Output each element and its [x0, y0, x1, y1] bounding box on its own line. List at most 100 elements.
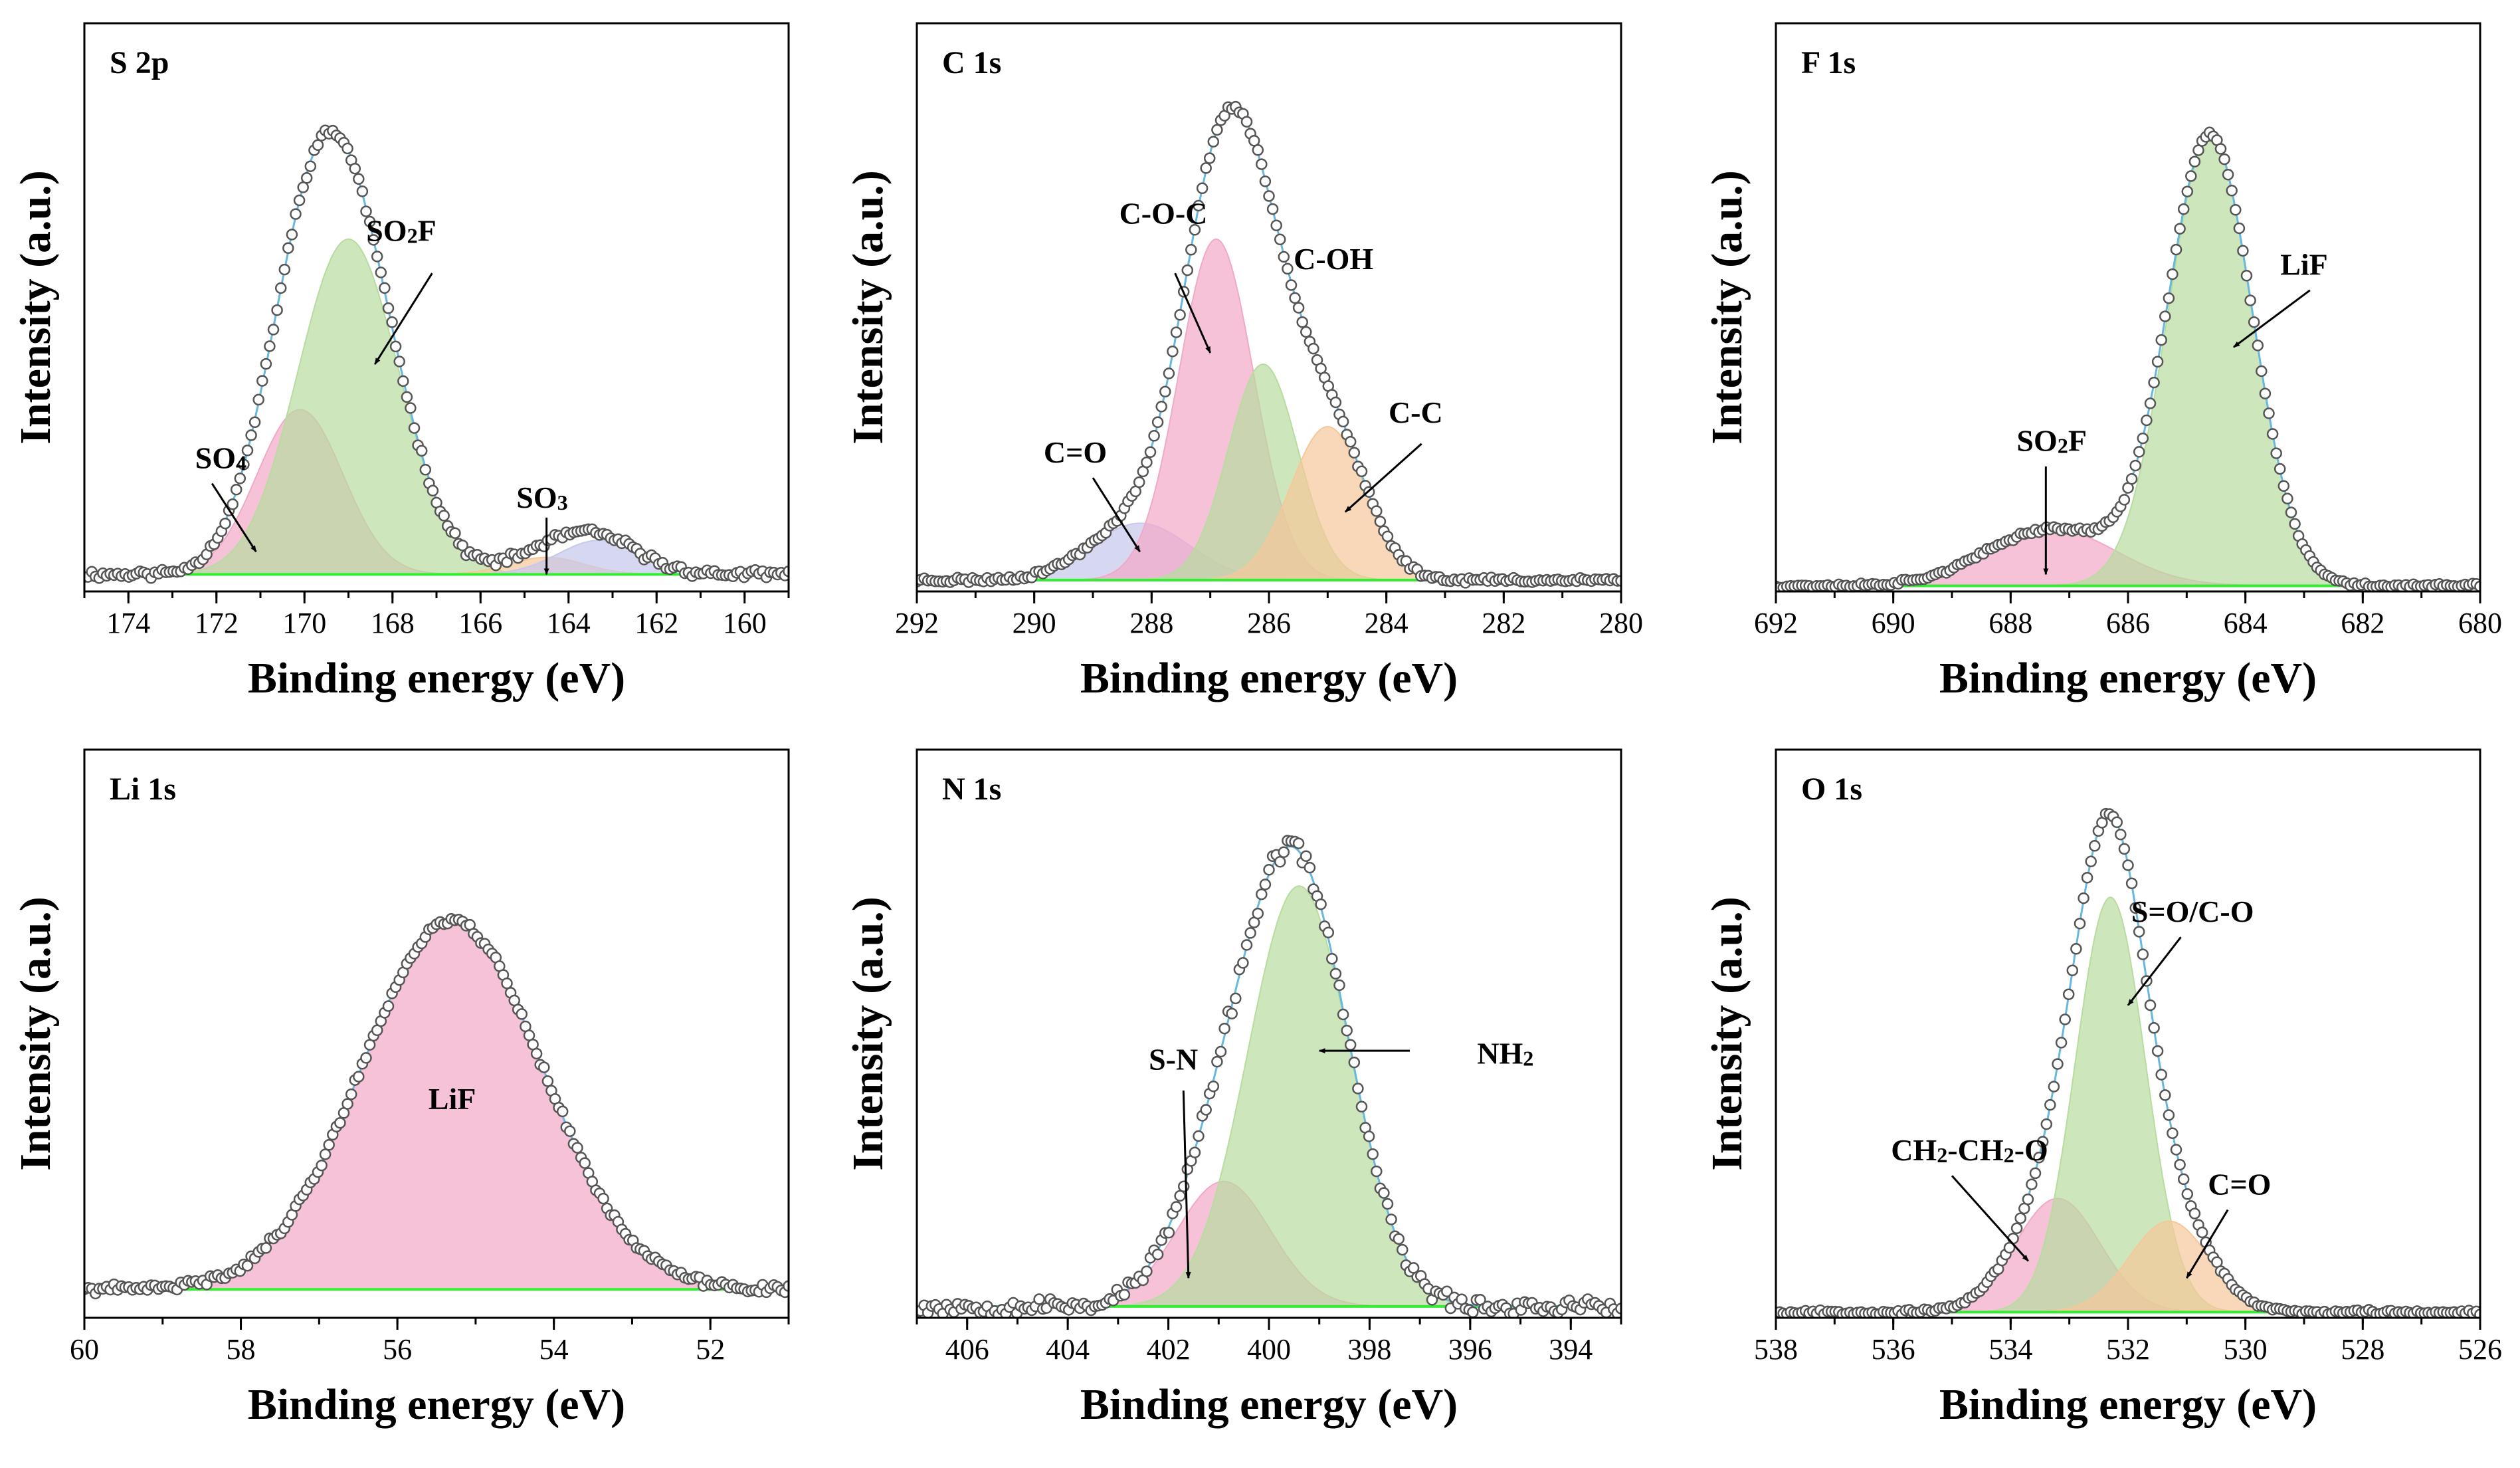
data-point [1355, 1101, 1368, 1113]
peak-label-f1s-1: LiF [2280, 247, 2328, 281]
data-point [2281, 492, 2293, 505]
data-point [1174, 309, 1186, 321]
peak-s2p-1 [84, 238, 789, 576]
panel-s2p: 174 172 170 168 166 164 162 160 S 2p Binding ener… [11, 22, 790, 702]
data-point [241, 445, 254, 457]
peak-label-s2p-0: SO4 [195, 441, 246, 475]
panel-title: C 1s [942, 45, 1001, 80]
x-tick-label: 168 [371, 607, 415, 639]
data-point [783, 565, 789, 577]
y-axis-label: Intensity (a.u.) [1703, 170, 1751, 445]
data-point [1337, 1008, 1349, 1021]
x-tick-label: 282 [1482, 607, 1525, 639]
data-point [2177, 1173, 2190, 1186]
y-axis-label: Intensity (a.u.) [844, 896, 892, 1171]
panel-n1s: 406 404 402 400 398 396 394 N 1s Binding energy … [844, 748, 1622, 1429]
data-point [1326, 952, 1338, 965]
x-tick-label: 284 [1365, 607, 1408, 639]
data-point [2081, 871, 2093, 884]
data-point [353, 173, 365, 185]
data-point [2259, 387, 2272, 399]
data-point [219, 517, 231, 530]
x-tick-label: 292 [895, 607, 939, 639]
data-point [1381, 530, 1394, 542]
data-point [2233, 222, 2246, 235]
raw-data-o1s [1776, 807, 2480, 1318]
data-point [1441, 1285, 1453, 1298]
x-tick-label: 526 [2458, 1333, 2502, 1366]
data-point [1371, 505, 1383, 517]
data-point [2196, 1226, 2208, 1239]
data-point [1214, 1045, 1227, 1058]
data-point [2052, 1058, 2064, 1070]
data-point [227, 498, 239, 510]
data-point [1397, 1243, 1408, 1256]
data-point [2218, 153, 2230, 165]
y-axis-label: Intensity (a.u.) [11, 896, 60, 1171]
data-point [2059, 1013, 2071, 1025]
data-point [252, 393, 264, 406]
data-point [278, 263, 291, 276]
data-point [2118, 494, 2131, 506]
data-point [2048, 1081, 2060, 1093]
data-point [1337, 415, 1349, 428]
data-point [2014, 1212, 2026, 1224]
data-point [579, 1157, 591, 1169]
data-point [2078, 892, 2089, 904]
x-tick-label: 682 [2341, 607, 2384, 639]
data-point [1300, 850, 1312, 862]
data-point [2044, 1099, 2056, 1111]
data-point [1159, 385, 1171, 398]
peak-label-o1s-2: C=O [2208, 1167, 2271, 1201]
x-axis-label: Binding energy (eV) [1939, 1380, 2317, 1429]
data-point [267, 324, 280, 336]
raw-data-s2p [84, 124, 789, 584]
data-point [2155, 334, 2167, 346]
data-point [1211, 1055, 1223, 1068]
panel-li1s: 60 58 56 54 52 Li 1s Binding energy (eV) Intens… [11, 748, 790, 1429]
data-point [2007, 1232, 2019, 1245]
data-point [2129, 459, 2141, 472]
y-axis-label: Intensity (a.u.) [844, 170, 892, 445]
panel-title: Li 1s [110, 772, 176, 807]
data-point [1193, 199, 1205, 212]
data-point [2055, 1037, 2068, 1049]
x-tick-label: 174 [106, 607, 150, 639]
data-point [2029, 1167, 2042, 1180]
data-point [341, 142, 353, 155]
data-point [1211, 124, 1223, 136]
x-tick-label: 280 [1599, 607, 1643, 639]
data-point [286, 229, 298, 241]
data-point [783, 1280, 789, 1292]
panel-c1s: 292 290 288 286 284 282 280 C 1s Binding energy … [844, 22, 1643, 702]
data-point [360, 1052, 372, 1064]
data-point [2155, 1069, 2167, 1081]
x-tick-label: 288 [1129, 607, 1173, 639]
data-point [1266, 203, 1279, 215]
raw-data-n1s [917, 835, 1621, 1318]
data-point [401, 391, 413, 403]
raw-data-li1s [84, 912, 789, 1300]
peak-label-o1s-1: S=O/C-O [2131, 894, 2254, 928]
x-tick-label: 164 [547, 607, 591, 639]
peak-label-c1s-3: C-C [1389, 395, 1443, 429]
data-point [1289, 292, 1301, 304]
data-point [2170, 243, 2182, 256]
peak-label-li1s-0: LiF [429, 1082, 476, 1116]
x-axis-label: Binding energy (eV) [1939, 654, 2317, 702]
data-point [1296, 316, 1308, 328]
peak-n1s-1 [917, 885, 1621, 1307]
panel-title: F 1s [1801, 45, 1856, 80]
data-point [1329, 396, 1342, 409]
data-point [1300, 326, 1312, 338]
data-point [1278, 251, 1290, 263]
data-point [2181, 185, 2194, 197]
data-point [349, 162, 361, 175]
data-point [1329, 968, 1342, 980]
data-point [2151, 356, 2164, 368]
x-tick-label: 172 [195, 607, 239, 639]
data-point [345, 1088, 357, 1101]
data-point [2148, 1022, 2160, 1034]
data-point [571, 1142, 583, 1154]
data-point [2192, 144, 2204, 156]
